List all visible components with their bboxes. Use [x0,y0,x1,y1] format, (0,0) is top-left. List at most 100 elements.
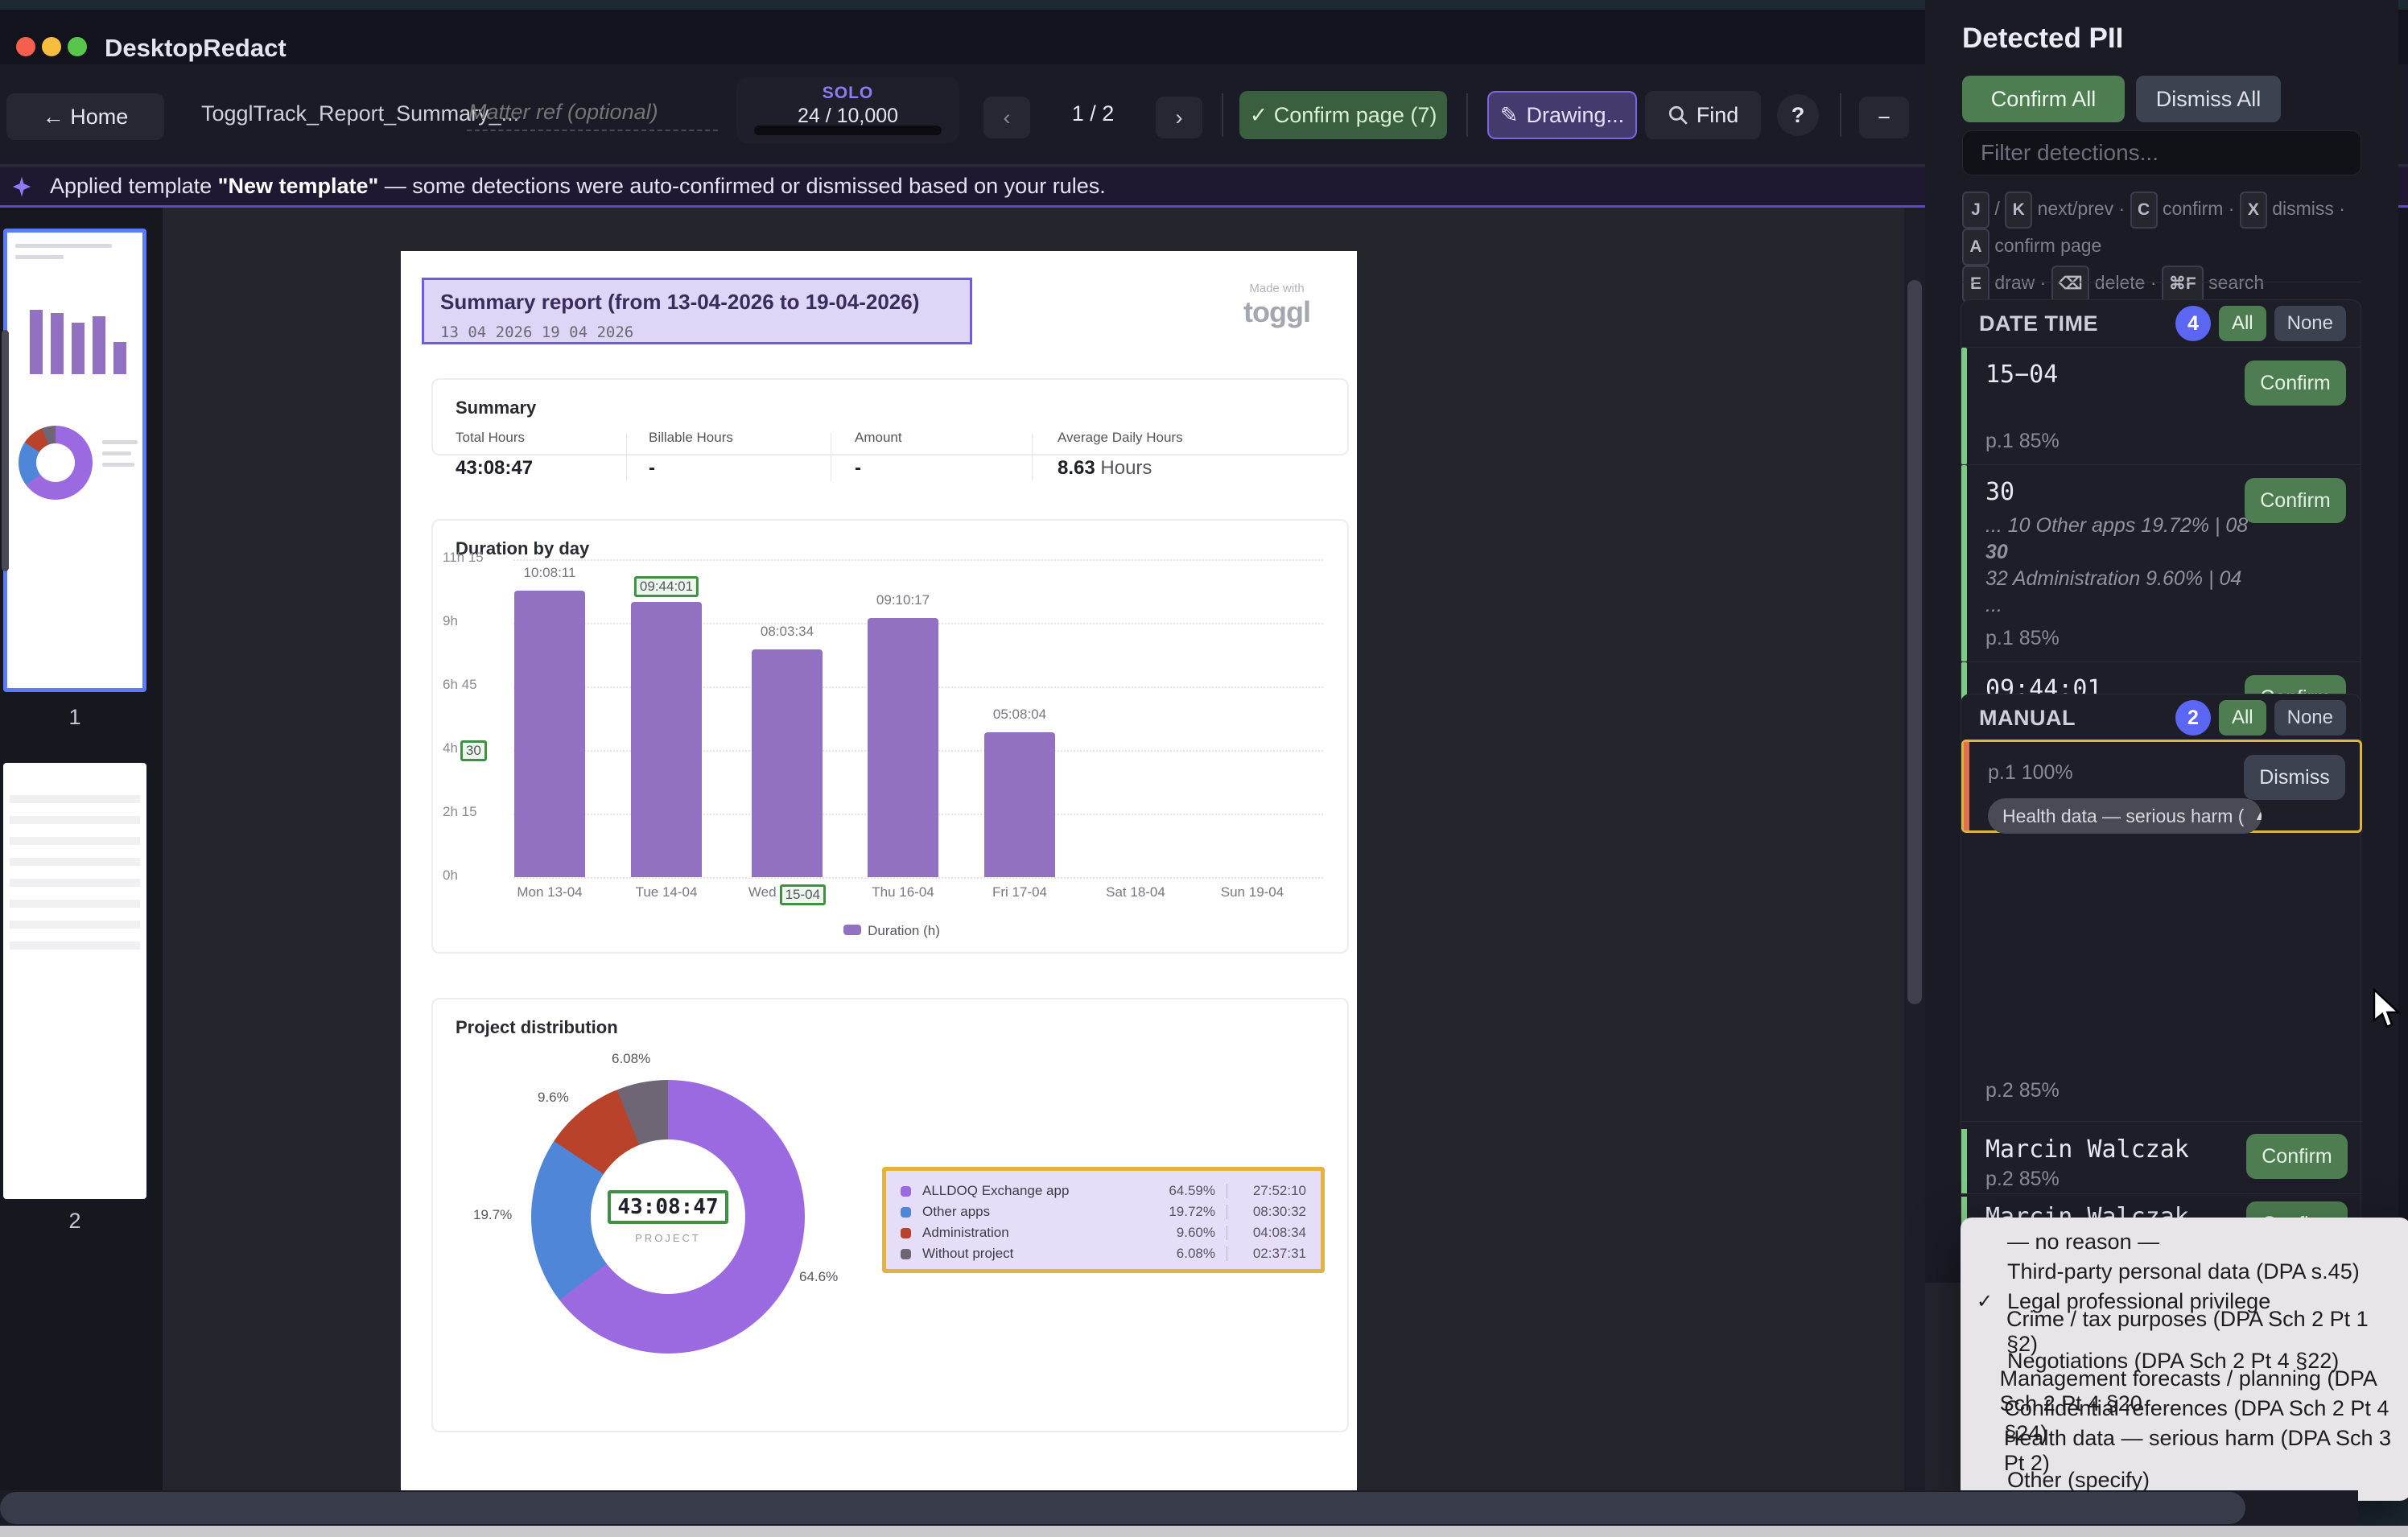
page-thumbnail-1[interactable] [3,229,146,692]
name-detection-item[interactable]: Marcin Walczak p.2 85% Confirm [1961,1127,2362,1195]
dismiss-button[interactable]: Dismiss [2244,755,2345,800]
x-axis-label: Thu 16-04 [847,884,959,900]
delete-label: delete · [2094,272,2157,293]
manual-detection-selected[interactable]: p.1 100% Dismiss Health data — serious h… [1961,740,2362,834]
next-page-button[interactable]: › [1156,97,1202,138]
manual-none-button[interactable]: None [2274,700,2346,736]
duration-bar: 08:03:34 [752,624,823,877]
legend-project-time: 08:30:32 [1252,1204,1306,1219]
mouse-cursor [2373,988,2402,1028]
search-icon [1668,105,1688,125]
sparkle-icon [12,176,31,196]
summary-column: Average Daily Hours 8.63 Hours [1058,430,1183,480]
minimize-traffic-light[interactable] [42,37,61,56]
pii-highlight-box[interactable]: Summary report (from 13-04-2026 to 19-04… [422,278,972,344]
gridline [513,559,1323,561]
zoom-out-button[interactable]: − [1859,97,1909,138]
draw-label: draw · [1994,272,2047,293]
confirm-button[interactable]: Confirm [2246,1134,2348,1179]
close-traffic-light[interactable] [16,37,35,56]
duration-bar: 09:10:17 [868,592,938,877]
summary-column-value: - [649,457,655,479]
datetime-title: DATE TIME [1979,311,2098,336]
x-tick-text: Sun 19-04 [1220,884,1284,900]
document-scrollbar-thumb[interactable] [1907,280,1922,1004]
reason-label: Health data — serious harm ( [2002,805,2245,826]
datetime-none-button[interactable]: None [2274,306,2346,341]
detection-item[interactable]: 30 ... 10 Other apps 19.72% | 08 30 32 Ad… [1961,464,2361,661]
page-thumbnail-2[interactable] [3,763,146,1199]
find-button[interactable]: Find [1645,91,1761,139]
slash: / [1994,198,2000,219]
help-button[interactable]: ? [1777,94,1819,136]
notification-prefix: Applied template [50,174,218,198]
legend-swatch [843,925,862,935]
donut-callout-label: 64.6% [799,1269,839,1284]
dismiss-all-button[interactable]: Dismiss All [2136,76,2281,122]
x-tick-text: Thu 16-04 [872,884,934,900]
detection-context: 32 Administration 9.60% | 04 ... [1985,567,2242,616]
column-divider [626,433,627,481]
column-divider [1032,433,1033,481]
usage-count: 24 / 10,000 [797,105,899,127]
confirm-all-button[interactable]: Confirm All [1962,76,2125,122]
summary-column-suffix: Hours [1095,457,1152,479]
nextprev-label: next/prev · [2037,198,2126,219]
menu-item[interactable]: Third-party personal data (DPA s.45) [1961,1257,2408,1287]
menu-item[interactable]: Health data — serious harm (DPA Sch 3 Pt… [1961,1426,2408,1475]
detection-value: 30 [1985,478,2015,506]
horizontal-scrollbar-thumb[interactable] [0,1492,2245,1524]
menu-item[interactable]: — no reason — [1961,1227,2408,1257]
manual-page-confidence: p.1 100% [1988,761,2073,784]
y-tick-text: 11h 15 [443,550,484,565]
menu-item[interactable]: Confidential references (DPA Sch 2 Pt 4 … [1961,1396,2408,1445]
datetime-count-badge: 4 [2175,306,2211,341]
menu-item[interactable]: ✓ Legal professional privilege [1961,1287,2408,1317]
document-scrollbar-track[interactable] [1904,208,1925,1490]
report-ocr-dates: 13 04 2026 19 04 2026 [440,323,634,341]
prev-page-button[interactable]: ‹ [983,97,1030,138]
donut-callout-label: 9.6% [538,1090,569,1105]
menu-item[interactable]: Other (specify) [1961,1465,2408,1495]
manual-all-button[interactable]: All [2218,700,2266,736]
drawing-label: Drawing... [1526,102,1625,127]
detection-status-bar [1961,1129,1967,1193]
menu-item[interactable]: Management forecasts / planning (DPA Sch… [1961,1366,2408,1415]
reason-dropdown[interactable]: Health data — serious harm ( ▲ [1988,798,2262,834]
project-legend-highlight-box[interactable]: ALLDOQ Exchange app 64.59% 27:52:10 Othe… [882,1167,1325,1273]
summary-column: Billable Hours - [649,430,733,480]
key-e: E [1962,266,1989,303]
brand-label: toggl [1243,295,1311,328]
duration-chart-title: Duration by day [456,538,590,558]
x-tick-text: Mon 13-04 [517,884,583,900]
matter-ref-input[interactable] [467,95,718,131]
detection-item[interactable]: 15−04 p.1 85% Confirm [1961,347,2361,464]
toolbar-divider [1840,93,1841,137]
legend-dot [901,1206,911,1218]
duration-bar: 10:08:11 [514,565,585,877]
pencil-icon: ✎ [1499,102,1519,127]
y-axis-label: 0h [443,867,507,884]
panel-scrollbar-track[interactable] [2398,208,2408,1490]
summary-column: Total Hours 43:08:47 [456,430,533,480]
horizontal-scrollbar-track[interactable] [0,1490,2358,1526]
search-label: search [2208,272,2265,293]
summary-card: Summary Total Hours 43:08:47 Billable Ho… [431,378,1349,481]
confirm-button[interactable]: Confirm [2245,361,2346,406]
home-button[interactable]: ← Home [6,93,164,140]
confirm-page-button[interactable]: ✓ Confirm page (7) [1239,91,1447,139]
maximize-traffic-light[interactable] [68,37,87,56]
project-legend-row: Administration 9.60% 04:08:34 [901,1222,1306,1243]
drawing-button[interactable]: ✎ Drawing... [1487,91,1637,139]
detection-context: ... 10 Other apps 19.72% | 08 [1985,514,2249,537]
filter-detections-input[interactable] [1962,130,2361,175]
menu-item[interactable]: Negotiations (DPA Sch 2 Pt 4 §22) [1961,1346,2408,1376]
confirm-button[interactable]: Confirm [2245,478,2346,523]
menu-item[interactable]: Crime / tax purposes (DPA Sch 2 Pt 1 §2) [1961,1307,2408,1356]
datetime-all-button[interactable]: All [2218,306,2266,341]
panel-scrollbar-thumb[interactable] [2,330,9,571]
redaction-reason-menu: — no reason — Third-party personal data … [1961,1218,2408,1501]
menu-item-label: Crime / tax purposes (DPA Sch 2 Pt 1 §2) [2006,1306,2369,1356]
document-filename: TogglTrack_Report_Summary_... [201,101,520,126]
